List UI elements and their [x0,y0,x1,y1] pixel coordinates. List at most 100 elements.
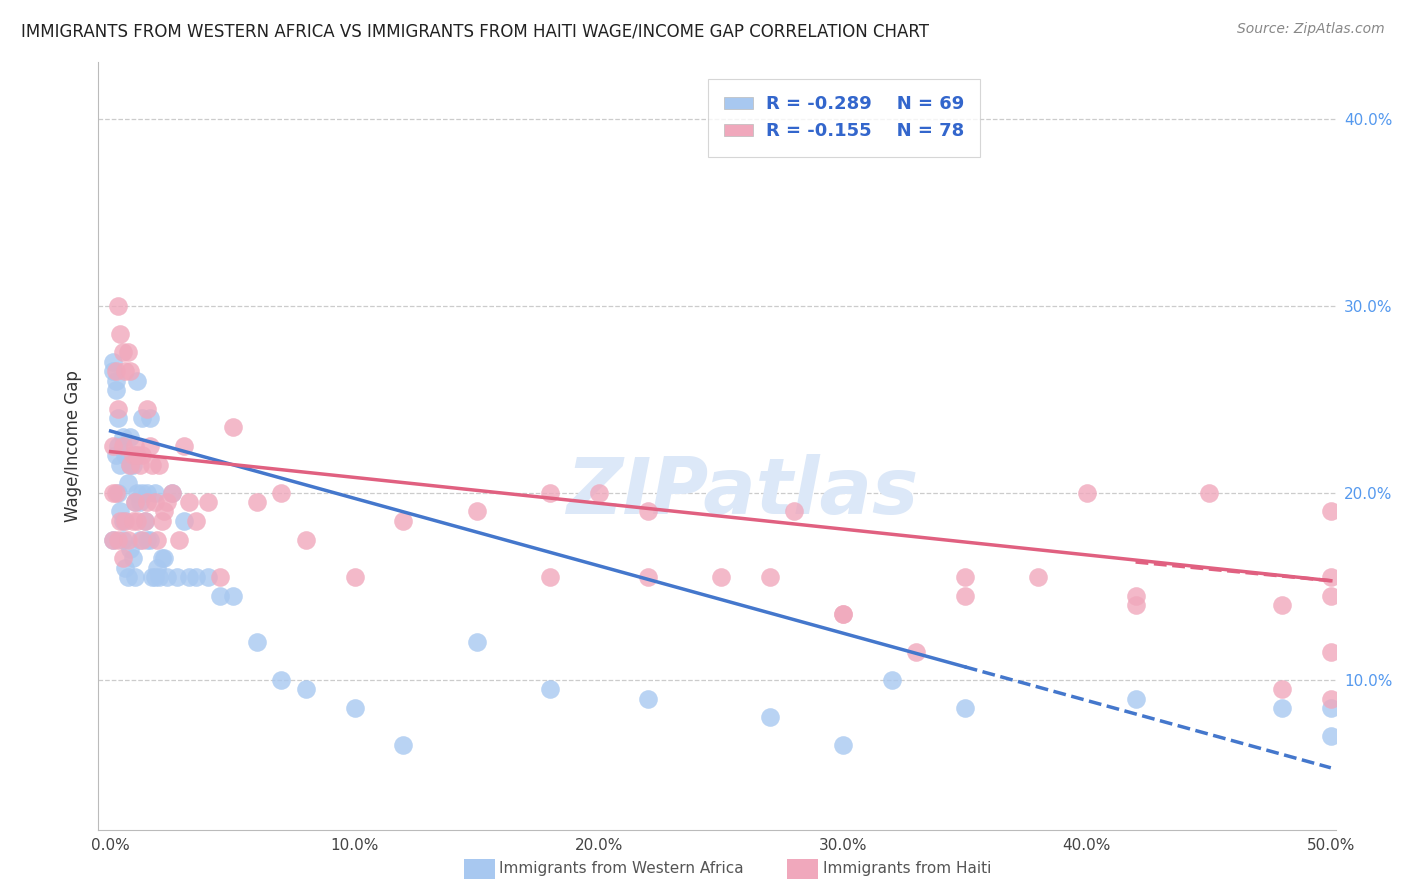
Point [110,504,132,518]
Point [111,551,134,566]
Point [110,514,132,528]
Text: Immigrants from Western Africa: Immigrants from Western Africa [499,862,744,876]
Point [160,485,183,500]
Point [246,495,269,509]
Point [117,345,139,359]
Point [129,458,152,472]
Point [121,514,143,528]
Point [121,458,143,472]
Point [295,682,318,697]
Point [184,514,207,528]
Point [343,570,366,584]
Point [1198,485,1220,500]
Point [148,570,170,584]
Point [1320,701,1343,715]
Point [1125,589,1147,603]
Point [156,495,179,509]
Point [136,485,159,500]
Point [831,607,853,622]
Point [1320,589,1343,603]
Point [138,411,160,425]
Point [107,439,129,453]
Point [104,448,127,462]
Point [1320,570,1343,584]
Point [127,448,149,462]
Point [1125,598,1147,612]
Point [127,514,149,528]
Point [127,374,149,388]
Point [104,374,127,388]
Point [107,533,129,547]
Text: IMMIGRANTS FROM WESTERN AFRICA VS IMMIGRANTS FROM HAITI WAGE/INCOME GAP CORRELAT: IMMIGRANTS FROM WESTERN AFRICA VS IMMIGR… [21,22,929,40]
Point [758,570,780,584]
Point [120,458,142,472]
Point [1271,598,1294,612]
Point [270,673,292,687]
Point [101,485,124,500]
Point [209,589,232,603]
Point [110,326,132,341]
Point [173,439,195,453]
Text: Source: ZipAtlas.com: Source: ZipAtlas.com [1237,22,1385,37]
Point [1271,701,1294,715]
Y-axis label: Wage/Income Gap: Wage/Income Gap [65,370,83,522]
Point [101,439,124,453]
Point [637,504,659,518]
Point [101,533,124,547]
Point [156,570,179,584]
Point [465,504,488,518]
Point [177,495,200,509]
Point [221,420,243,434]
Point [1320,645,1343,659]
Point [138,439,160,453]
Point [138,533,160,547]
Point [1320,729,1343,743]
Point [143,485,166,500]
Point [465,635,488,649]
Point [111,514,134,528]
Point [831,739,853,753]
Point [637,691,659,706]
Point [121,448,143,462]
Point [783,504,806,518]
Point [110,458,132,472]
Text: ZIPatlas: ZIPatlas [565,454,918,530]
Point [392,514,415,528]
Point [184,570,207,584]
Point [143,495,166,509]
Point [150,551,173,566]
Point [270,485,292,500]
Point [1125,691,1147,706]
Point [104,383,127,397]
Point [710,570,733,584]
Point [538,485,561,500]
Point [111,439,134,453]
Point [134,514,156,528]
Point [173,514,195,528]
Point [120,541,142,556]
Point [538,570,561,584]
Point [117,570,139,584]
Point [758,710,780,724]
Point [953,701,976,715]
Point [1271,682,1294,697]
Point [111,345,134,359]
Point [107,299,129,313]
Point [131,448,153,462]
Point [177,570,200,584]
Point [131,485,153,500]
Point [246,635,269,649]
Point [637,570,659,584]
Point [197,570,219,584]
Point [117,533,139,547]
Point [343,701,366,715]
Point [136,495,159,509]
Point [209,570,232,584]
Text: Immigrants from Haiti: Immigrants from Haiti [823,862,991,876]
Point [107,485,129,500]
Point [197,495,219,509]
Point [114,448,136,462]
Point [136,401,159,416]
Point [124,495,146,509]
Point [121,551,143,566]
